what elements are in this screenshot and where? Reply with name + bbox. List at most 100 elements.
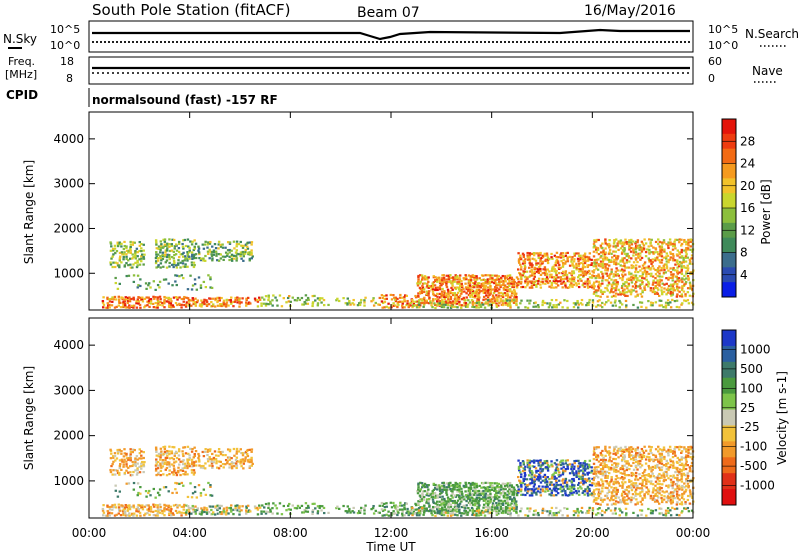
velocity-cell — [604, 472, 607, 476]
velocity-cell — [609, 498, 613, 501]
velocity-cell — [669, 450, 672, 453]
velocity-cell — [527, 474, 531, 477]
velocity-cell — [652, 489, 655, 492]
power-cell — [122, 305, 125, 309]
velocity-cell — [662, 446, 666, 449]
power-cell — [530, 284, 534, 287]
power-cell — [127, 264, 130, 267]
velocity-cell — [582, 467, 585, 470]
power-cell — [630, 243, 634, 246]
velocity-cell — [517, 489, 520, 493]
power-cell — [119, 301, 122, 304]
power-cell — [468, 301, 472, 304]
power-cell — [572, 305, 576, 309]
velocity-cell — [477, 506, 480, 509]
power-cell — [515, 295, 518, 299]
velocity-cell — [124, 514, 128, 517]
power-cell — [447, 280, 451, 284]
power-cell — [167, 300, 170, 303]
power-cell — [616, 281, 619, 284]
power-cell — [396, 305, 399, 309]
power-cell — [477, 298, 480, 301]
velocity-cell — [586, 487, 589, 490]
velocity-cell — [506, 482, 509, 485]
velocity-cell — [519, 464, 522, 467]
velocity-cell — [442, 501, 446, 505]
power-cell — [440, 290, 444, 293]
power-cell — [247, 252, 250, 256]
velocity-cell — [348, 507, 351, 511]
power-cell — [525, 270, 529, 273]
velocity-cell — [503, 484, 507, 487]
velocity-cell — [420, 499, 424, 502]
velocity-cell — [436, 496, 439, 499]
power-cell — [643, 277, 646, 280]
power-cell — [423, 296, 426, 299]
power-cell — [608, 273, 612, 276]
power-cell — [657, 242, 660, 246]
power-cell — [471, 302, 474, 305]
velocity-cell — [528, 494, 532, 497]
velocity-cell — [627, 486, 631, 489]
power-cell — [177, 259, 180, 262]
velocity-cell — [267, 510, 270, 514]
velocity-cell — [153, 505, 156, 508]
velocity-cell — [517, 488, 520, 491]
velocity-cell — [568, 488, 571, 491]
power-cell — [583, 285, 586, 288]
velocity-cell — [606, 497, 609, 500]
velocity-cell — [228, 466, 231, 469]
velocity-cell — [414, 508, 417, 511]
power-cell — [209, 286, 212, 289]
velocity-cell — [156, 464, 160, 467]
power-cell — [524, 306, 527, 309]
velocity-cell — [238, 505, 241, 508]
power-cell — [209, 297, 212, 300]
velocity-cell — [192, 473, 196, 476]
velocity-cell — [170, 452, 174, 455]
power-cell — [147, 284, 150, 287]
power-cell — [131, 257, 134, 260]
power-cell — [441, 277, 444, 280]
power-cell — [684, 294, 687, 298]
velocity-cell — [265, 510, 268, 513]
power-cell — [499, 291, 503, 295]
power-cell — [531, 272, 534, 275]
power-cell — [671, 245, 675, 248]
velocity-cell — [134, 458, 137, 462]
power-cell — [681, 287, 684, 290]
velocity-cell — [166, 451, 169, 455]
velocity-cell — [471, 512, 475, 515]
velocity-cell — [535, 478, 539, 481]
velocity-cell — [484, 510, 487, 513]
power-cell — [684, 240, 688, 243]
power-cell — [177, 247, 181, 250]
power-cell — [198, 252, 201, 256]
velocity-cell — [464, 490, 467, 493]
velocity-cell — [130, 512, 134, 515]
velocity-cell — [480, 486, 483, 489]
power-cell — [197, 245, 200, 248]
power-cell — [593, 285, 596, 288]
power-cell — [652, 251, 655, 254]
velocity-cell — [169, 505, 172, 508]
power-cell — [510, 290, 514, 293]
power-cell — [649, 304, 653, 307]
velocity-cell — [118, 471, 121, 475]
velocity-cell — [623, 457, 626, 460]
velocity-cell — [417, 486, 420, 489]
velocity-cell — [630, 498, 633, 502]
velocity-cell — [224, 513, 228, 516]
power-cell — [251, 255, 254, 258]
power-cell — [467, 274, 471, 277]
velocity-cell — [116, 495, 120, 498]
power-cell — [684, 282, 687, 285]
velocity-cell — [133, 462, 137, 465]
power-cell — [555, 304, 558, 307]
velocity-cell — [597, 471, 601, 475]
velocity-cell — [476, 489, 479, 493]
power-cell — [576, 299, 579, 303]
power-cell — [164, 251, 167, 254]
velocity-cell — [306, 504, 310, 507]
power-cell — [468, 285, 472, 289]
